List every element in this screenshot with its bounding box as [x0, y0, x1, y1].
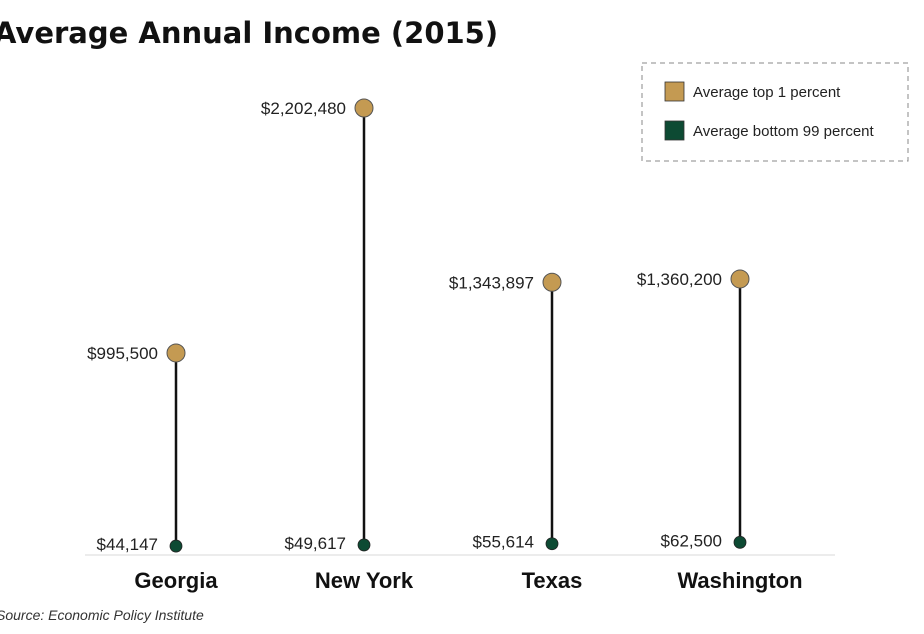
legend-swatch-bottom-99-percent	[664, 120, 685, 141]
legend-swatch-top-1-percent	[664, 81, 685, 102]
value-label-bottom-99-washington: $62,500	[661, 531, 722, 550]
source-note: Source: Economic Policy Institute	[0, 607, 204, 623]
value-label-bottom-99-texas: $55,614	[473, 533, 534, 552]
point-top-1-new-york	[354, 98, 374, 118]
point-top-1-georgia	[166, 343, 186, 363]
legend-box	[641, 62, 909, 162]
category-label-texas: Texas	[522, 568, 583, 593]
value-label-top-1-texas: $1,343,897	[449, 273, 534, 292]
point-bottom-99-georgia	[169, 539, 183, 553]
value-label-top-1-new-york: $2,202,480	[261, 99, 346, 118]
chart-title: Average Annual Income (2015)	[0, 16, 498, 50]
value-label-bottom-99-georgia: $44,147	[97, 535, 158, 554]
point-bottom-99-new-york	[357, 538, 371, 552]
chart-marks: $995,500 $44,147 Georgia $2,202,480 $49,617 N…	[87, 98, 803, 593]
category-label-new-york: New York	[315, 568, 414, 593]
legend-label-bottom-99-percent: Average bottom 99 percent	[693, 123, 875, 140]
value-label-bottom-99-new-york: $49,617	[285, 534, 346, 553]
legend: Average top 1 percent Average bottom 99 …	[641, 62, 909, 162]
category-label-washington: Washington	[677, 568, 802, 593]
point-bottom-99-washington	[733, 535, 747, 549]
point-top-1-texas	[542, 272, 562, 292]
value-label-top-1-washington: $1,360,200	[637, 270, 722, 289]
point-top-1-washington	[730, 269, 750, 289]
category-label-georgia: Georgia	[134, 568, 218, 593]
point-bottom-99-texas	[545, 537, 559, 551]
value-label-top-1-georgia: $995,500	[87, 344, 158, 363]
legend-label-top-1-percent: Average top 1 percent	[693, 84, 841, 101]
